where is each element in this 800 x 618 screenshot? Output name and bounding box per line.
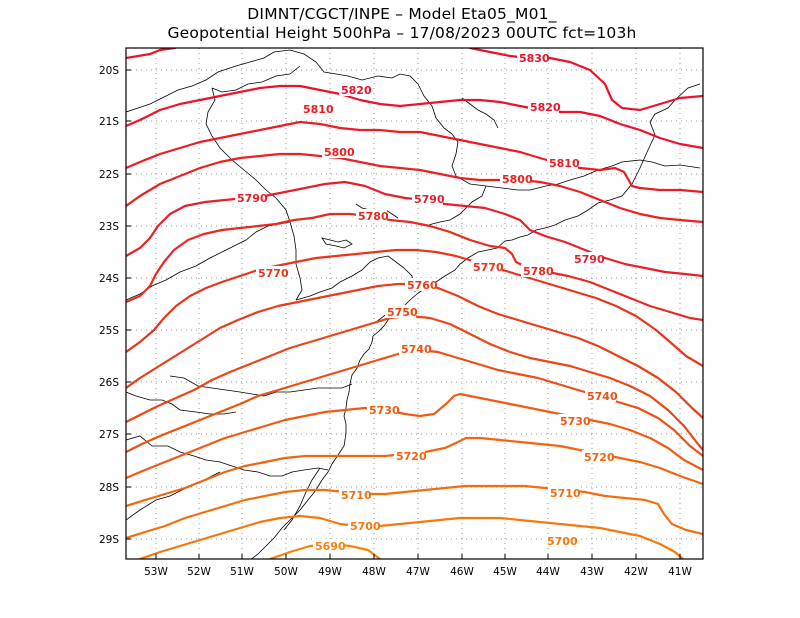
- contour-lines: [126, 48, 703, 559]
- border-sc-rs: [126, 435, 329, 477]
- label-5770-a: 5770: [258, 267, 289, 280]
- label-5720-a: 5720: [396, 450, 427, 463]
- contour-5770: [126, 248, 703, 368]
- contour-5730: [126, 392, 703, 480]
- ms-border: [126, 221, 291, 301]
- lat-tick: 27S: [99, 429, 119, 441]
- lagoon: [283, 467, 321, 531]
- border-sp-mg: [126, 49, 419, 113]
- label-5790-c: 5790: [574, 253, 605, 266]
- plot-frame: [125, 47, 704, 560]
- lon-tick: 50W: [274, 566, 298, 578]
- label-5780-a: 5780: [358, 210, 389, 223]
- lon-gridlines: [155, 48, 681, 559]
- contour-labels: 5830 5820 5820 5810 5810 5800 5800 5790 …: [235, 51, 618, 553]
- reservoir-2: [461, 97, 499, 129]
- lat-tick: 28S: [99, 482, 119, 494]
- contour-5820: [126, 84, 703, 150]
- label-5830: 5830: [519, 52, 550, 65]
- lon-tick: 41W: [668, 566, 692, 578]
- lon-tick: 47W: [406, 566, 430, 578]
- label-5710-a: 5710: [341, 489, 372, 502]
- lon-tick: 46W: [450, 566, 474, 578]
- lon-tick: 45W: [493, 566, 517, 578]
- lat-tick: 23S: [99, 221, 119, 233]
- border-pr-sp: [295, 255, 416, 301]
- label-5690: 5690: [315, 540, 346, 553]
- border-rj-mg: [417, 83, 701, 191]
- label-5800-b: 5800: [502, 173, 533, 186]
- lat-tick: 26S: [99, 377, 119, 389]
- lon-axis: 53W 52W 51W 50W 49W 48W 47W 46W 45W 44W …: [144, 566, 692, 578]
- border-rj-sp: [425, 185, 487, 227]
- contour-5750: [126, 314, 703, 452]
- label-5800-a: 5800: [324, 146, 355, 159]
- river-parana: [211, 65, 301, 93]
- lat-tick: 24S: [99, 273, 119, 285]
- bay-sp: [321, 237, 353, 249]
- lat-axis: 20S 21S 22S 23S 24S 25S 26S 27S 28S 29S: [99, 65, 119, 546]
- lon-tick: 53W: [144, 566, 168, 578]
- label-5760: 5760: [407, 279, 438, 292]
- label-5790-b: 5790: [414, 193, 445, 206]
- label-5730-a: 5730: [369, 404, 400, 417]
- contour-5710: [126, 484, 703, 540]
- contour-5830: [126, 48, 703, 112]
- lon-tick: 49W: [318, 566, 342, 578]
- lat-tick: 29S: [99, 534, 119, 546]
- contour-5800: [126, 152, 703, 224]
- lon-tick: 44W: [536, 566, 560, 578]
- label-5810-a: 5810: [303, 103, 334, 116]
- label-5700-b: 5700: [547, 535, 578, 548]
- map-title-line1: DIMNT/CGCT/INPE – Model Eta05_M01_: [247, 5, 557, 23]
- label-5730-b: 5730: [560, 415, 591, 428]
- label-5770-b: 5770: [473, 261, 504, 274]
- border-pr-sc: [169, 375, 353, 397]
- contour-5700: [138, 514, 685, 559]
- label-5740-a: 5740: [401, 343, 432, 356]
- lat-tick: 21S: [99, 116, 119, 128]
- label-5740-b: 5740: [587, 390, 618, 403]
- label-5780-b: 5780: [523, 265, 554, 278]
- lon-tick: 43W: [580, 566, 604, 578]
- contour-5720: [126, 436, 703, 508]
- lat-tick: 25S: [99, 325, 119, 337]
- label-5720-b: 5720: [584, 451, 615, 464]
- lon-tick: 51W: [230, 566, 254, 578]
- map-title-line2: Geopotential Height 500hPa – 17/08/2023 …: [167, 24, 637, 42]
- lon-tick: 42W: [624, 566, 648, 578]
- label-5700-a: 5700: [350, 520, 381, 533]
- lon-tick: 48W: [362, 566, 386, 578]
- lat-gridlines: [126, 69, 703, 540]
- label-5820-a: 5820: [341, 84, 372, 97]
- tick-marks: [126, 69, 681, 559]
- contour-5740: [126, 348, 703, 458]
- contour-5780: [126, 212, 703, 322]
- label-5810-b: 5810: [549, 157, 580, 170]
- contour-5810: [126, 120, 703, 194]
- label-5710-b: 5710: [550, 487, 581, 500]
- lat-tick: 22S: [99, 169, 119, 181]
- lat-tick: 20S: [99, 65, 119, 77]
- label-5820-b: 5820: [530, 101, 561, 114]
- label-5750: 5750: [387, 306, 418, 319]
- lon-tick: 52W: [187, 566, 211, 578]
- border-ms-sp: [205, 87, 303, 301]
- label-5790-a: 5790: [237, 192, 268, 205]
